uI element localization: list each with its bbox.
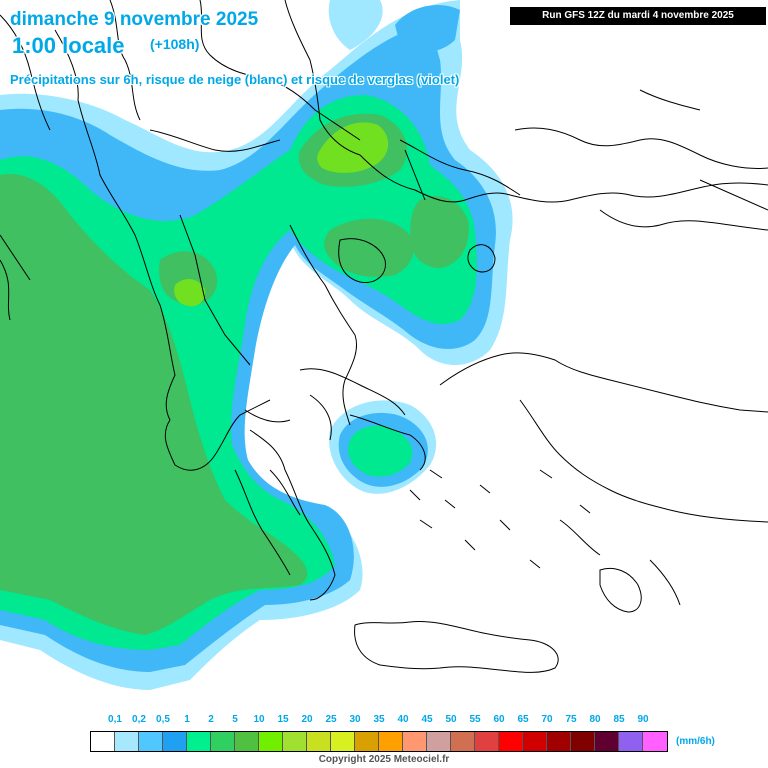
copyright-notice: Copyright 2025 Meteociel.fr <box>318 754 450 765</box>
legend-unit: (mm/6h) <box>676 736 715 747</box>
coastlines-borders <box>0 0 768 673</box>
legend-swatch <box>523 732 547 751</box>
legend-tick-label: 70 <box>541 714 553 725</box>
legend-swatch <box>451 732 475 751</box>
legend-swatch <box>91 732 115 751</box>
legend-swatch <box>235 732 259 751</box>
legend-swatch <box>643 732 667 751</box>
legend-tick-label: 25 <box>325 714 337 725</box>
legend-tick-label: 65 <box>517 714 529 725</box>
legend-swatch <box>355 732 379 751</box>
legend-swatch <box>283 732 307 751</box>
legend-swatch <box>547 732 571 751</box>
legend-tick-label: 0,5 <box>156 714 170 725</box>
legend-swatch <box>307 732 331 751</box>
legend-swatch <box>499 732 523 751</box>
forecast-date: dimanche 9 novembre 2025 <box>10 9 259 30</box>
legend-swatch <box>163 732 187 751</box>
legend-tick-label: 5 <box>232 714 238 725</box>
legend-tick-label: 40 <box>397 714 409 725</box>
legend-swatch <box>475 732 499 751</box>
legend-tick-label: 55 <box>469 714 481 725</box>
legend-tick-label: 85 <box>613 714 625 725</box>
legend-tick-label: 60 <box>493 714 505 725</box>
legend-tick-label: 35 <box>373 714 385 725</box>
legend-tick-label: 0,2 <box>132 714 146 725</box>
map-subtitle: Précipitations sur 6h, risque de neige (… <box>10 72 460 87</box>
precip-lime-area <box>174 122 389 307</box>
legend-swatch <box>115 732 139 751</box>
legend-swatch <box>595 732 619 751</box>
legend-tick-label: 90 <box>637 714 649 725</box>
legend-swatch <box>571 732 595 751</box>
run-info-badge: Run GFS 12Z du mardi 4 novembre 2025 <box>510 7 766 25</box>
legend-swatch <box>379 732 403 751</box>
legend-swatch <box>403 732 427 751</box>
local-time: 1:00 locale <box>12 33 125 58</box>
legend-swatch <box>619 732 643 751</box>
legend-tick-label: 1 <box>184 714 190 725</box>
legend-swatch <box>331 732 355 751</box>
legend-tick-label: 20 <box>301 714 313 725</box>
legend-tick-label: 10 <box>253 714 265 725</box>
color-scale-legend <box>90 731 668 752</box>
legend-tick-label: 75 <box>565 714 577 725</box>
legend-swatch <box>427 732 451 751</box>
legend-tick-label: 80 <box>589 714 601 725</box>
legend-tick-label: 30 <box>349 714 361 725</box>
legend-tick-label: 0,1 <box>108 714 122 725</box>
legend-swatch <box>211 732 235 751</box>
legend-swatch <box>259 732 283 751</box>
forecast-offset: (+108h) <box>150 36 200 52</box>
legend-tick-label: 50 <box>445 714 457 725</box>
legend-swatch <box>139 732 163 751</box>
legend-tick-label: 2 <box>208 714 214 725</box>
legend-tick-label: 15 <box>277 714 289 725</box>
legend-tick-label: 45 <box>421 714 433 725</box>
legend-swatch <box>187 732 211 751</box>
